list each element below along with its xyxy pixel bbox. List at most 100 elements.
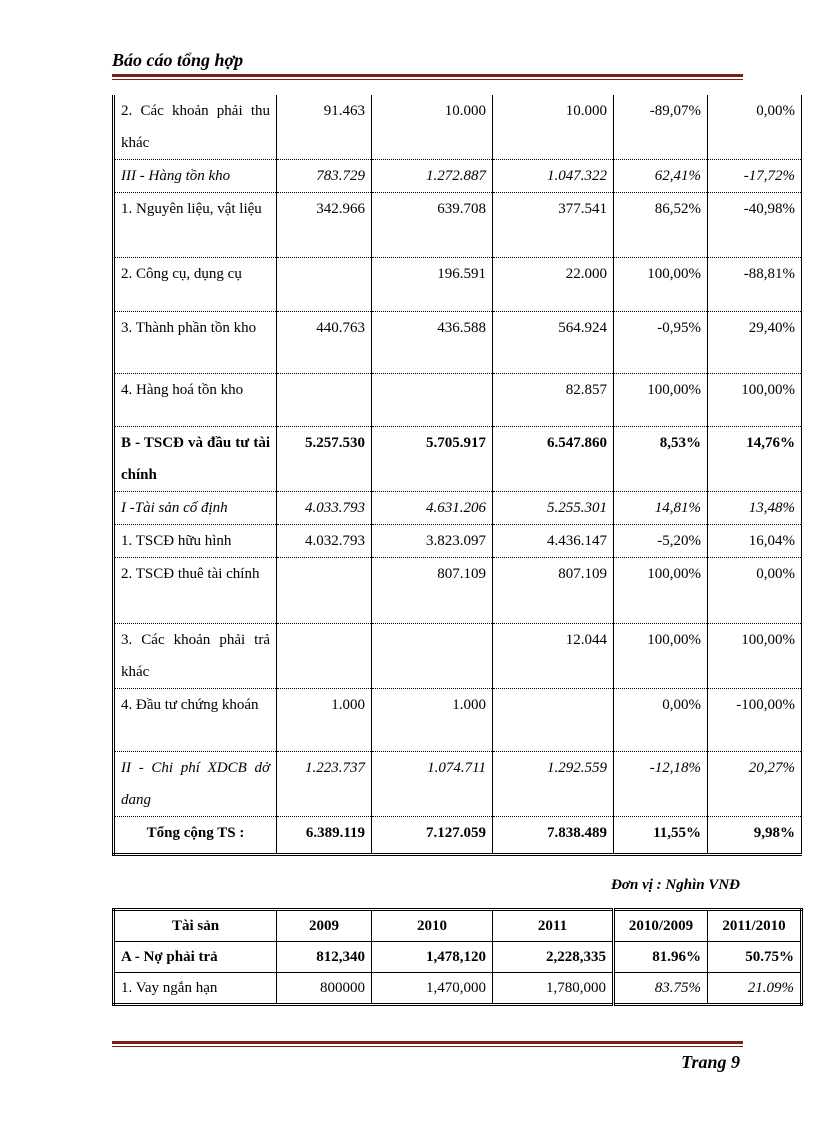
- table-cell: 100,00%: [613, 373, 708, 427]
- table-cell: 29,40%: [707, 311, 802, 374]
- table-cell: 0,00%: [707, 557, 802, 624]
- table-cell: [492, 688, 614, 752]
- table-cell: 2,228,335: [492, 941, 615, 973]
- table-row: 1. Vay ngắn hạn 800000 1,470,000 1,780,000 8…: [113, 972, 802, 1005]
- table-cell: 564.924: [492, 311, 614, 374]
- table-cell: 4. Hàng hoá tồn kho: [113, 373, 277, 427]
- table-cell: 21.09%: [707, 972, 802, 1005]
- table-cell: -100,00%: [707, 688, 802, 752]
- table-cell: [276, 257, 372, 312]
- table-row: 3. Thành phần tồn kho 440.763 436.588 564.9…: [113, 311, 802, 374]
- table-cell: -40,98%: [707, 192, 802, 258]
- table-cell: 1.000: [371, 688, 493, 752]
- table-cell: -17,72%: [707, 159, 802, 193]
- table-cell: 6.389.119: [276, 816, 372, 855]
- table-cell: 0,00%: [613, 688, 708, 752]
- table-cell: 807.109: [371, 557, 493, 624]
- table-cell: 100,00%: [613, 257, 708, 312]
- table-cell: 4.033.793: [276, 491, 372, 525]
- table-row: 1. TSCĐ hữu hình 4.032.793 3.823.097 4.436.…: [113, 524, 802, 558]
- table-cell: 440.763: [276, 311, 372, 374]
- table-cell: A - Nợ phải trả: [113, 941, 277, 973]
- table-cell: 1.047.322: [492, 159, 614, 193]
- table-row: 2. TSCĐ thuê tài chính 807.109 807.109 100,…: [113, 557, 802, 624]
- table-cell: 1. TSCĐ hữu hình: [113, 524, 277, 558]
- table-cell: -0,95%: [613, 311, 708, 374]
- table-cell: 1.000: [276, 688, 372, 752]
- table-row: A - Nợ phải trả 812,340 1,478,120 2,228,335…: [113, 941, 802, 973]
- footer-rule: [112, 1041, 743, 1047]
- table-cell: 2009: [276, 909, 372, 942]
- table-row: 3. Các khoản phải trả khác 12.044 100,00% 1…: [113, 623, 802, 689]
- table-row: B - TSCĐ và đầu tư tài chính 5.257.530 5.7…: [113, 426, 802, 492]
- table-cell: 1,780,000: [492, 972, 615, 1005]
- table-cell: 3. Các khoản phải trả khác: [113, 623, 277, 689]
- liability-table: Tài sản 2009 2010 2011 2010/2009 2011/2010 A -…: [112, 908, 803, 1006]
- table-cell: 639.708: [371, 192, 493, 258]
- table-row: 4. Đầu tư chứng khoán 1.000 1.000 0,00% -100…: [113, 688, 802, 752]
- table-cell: 800000: [276, 972, 372, 1005]
- table-cell: 0,00%: [707, 95, 802, 160]
- table-cell: 2011/2010: [707, 909, 802, 942]
- table-cell: 2011: [492, 909, 615, 942]
- table-cell: 2. Công cụ, dụng cụ: [113, 257, 277, 312]
- table-cell: 4. Đầu tư chứng khoán: [113, 688, 277, 752]
- table-cell: 5.255.301: [492, 491, 614, 525]
- table-cell: 100,00%: [613, 623, 708, 689]
- table-cell: -88,81%: [707, 257, 802, 312]
- table-cell: 10.000: [492, 95, 614, 160]
- table-cell: -5,20%: [613, 524, 708, 558]
- table-cell: 3.823.097: [371, 524, 493, 558]
- table-row: I -Tài sản cố định 4.033.793 4.631.206 5.25…: [113, 491, 802, 525]
- table-cell: 9,98%: [707, 816, 802, 855]
- table-cell: 1. Nguyên liệu, vật liệu: [113, 192, 277, 258]
- table-cell: 2010/2009: [613, 909, 708, 942]
- table-row: 4. Hàng hoá tồn kho 82.857 100,00% 100,00%: [113, 373, 802, 427]
- table-cell: Tài sản: [113, 909, 277, 942]
- table-cell: [371, 623, 493, 689]
- table-row: III - Hàng tồn kho 783.729 1.272.887 1.047.…: [113, 159, 802, 193]
- header-rule: [112, 74, 743, 80]
- table-cell: 1,470,000: [371, 972, 493, 1005]
- page-number: Trang 9: [681, 1052, 740, 1072]
- table-cell: 83.75%: [613, 972, 708, 1005]
- table-cell: 812,340: [276, 941, 372, 973]
- table-cell: 1.272.887: [371, 159, 493, 193]
- table-cell: 1.292.559: [492, 751, 614, 817]
- table-row: 1. Nguyên liệu, vật liệu 342.966 639.708 37…: [113, 192, 802, 258]
- table-cell: -89,07%: [613, 95, 708, 160]
- table-cell: [371, 373, 493, 427]
- table-cell: 4.032.793: [276, 524, 372, 558]
- table-cell: 20,27%: [707, 751, 802, 817]
- table-row: 2. Các khoản phải thu khác 91.463 10.000 10…: [113, 95, 802, 160]
- table-cell: 91.463: [276, 95, 372, 160]
- table-cell: 14,76%: [707, 426, 802, 492]
- table-cell: 62,41%: [613, 159, 708, 193]
- table-cell: 50.75%: [707, 941, 802, 973]
- table-cell: I -Tài sản cố định: [113, 491, 277, 525]
- table-cell: 3. Thành phần tồn kho: [113, 311, 277, 374]
- header-title: Báo cáo tổng hợp: [112, 50, 244, 70]
- table-cell: 4.631.206: [371, 491, 493, 525]
- table-cell: 196.591: [371, 257, 493, 312]
- table-cell: 5.705.917: [371, 426, 493, 492]
- table-cell: II - Chi phí XDCB dở dang: [113, 751, 277, 817]
- table-cell: 342.966: [276, 192, 372, 258]
- table-cell: B - TSCĐ và đầu tư tài chính: [113, 426, 277, 492]
- table-cell: -12,18%: [613, 751, 708, 817]
- table-cell: 436.588: [371, 311, 493, 374]
- table-cell: 1.074.711: [371, 751, 493, 817]
- table-cell: [276, 557, 372, 624]
- table-row: II - Chi phí XDCB dở dang 1.223.737 1.074.…: [113, 751, 802, 817]
- table-cell: 81.96%: [613, 941, 708, 973]
- table-cell: 14,81%: [613, 491, 708, 525]
- table-cell: 1,478,120: [371, 941, 493, 973]
- table-cell: 2. TSCĐ thuê tài chính: [113, 557, 277, 624]
- table-cell: [276, 623, 372, 689]
- table-cell: 2010: [371, 909, 493, 942]
- asset-table: 2. Các khoản phải thu khác 91.463 10.000 10…: [112, 95, 802, 856]
- table-cell: 100,00%: [707, 623, 802, 689]
- table-cell: 1.223.737: [276, 751, 372, 817]
- table-cell: 4.436.147: [492, 524, 614, 558]
